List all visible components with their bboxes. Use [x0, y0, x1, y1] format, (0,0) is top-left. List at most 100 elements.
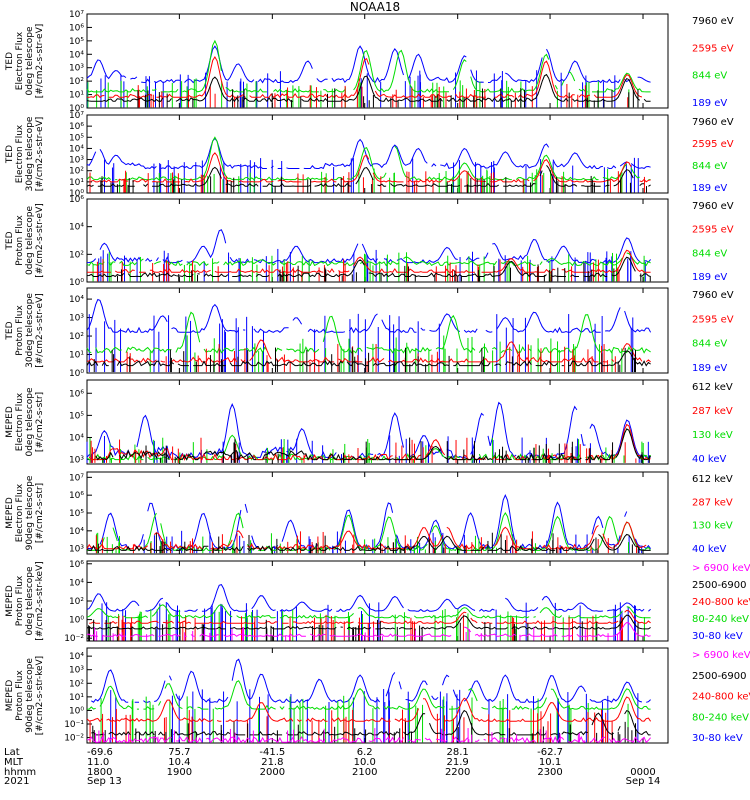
series-green [86, 311, 651, 354]
y-tick-label: 10⁵ [69, 37, 84, 47]
y-axis-label-line: MEPED [5, 497, 15, 529]
legend-entry: 30-80 keV [692, 631, 743, 642]
y-tick-label: 10⁰ [69, 369, 84, 379]
y-axis-label-line: MEPED [5, 406, 15, 438]
y-tick-label: 10⁶ [69, 491, 84, 501]
x-label-row: MLT [4, 757, 24, 768]
panel-frame [86, 471, 669, 555]
y-tick-label: 10⁰ [69, 278, 84, 288]
legend-entry: 7960 eV [692, 201, 734, 212]
y-axis-label-line: [#/cm2-s-str-eV] [35, 24, 45, 99]
legend-entry: 80-240 keV [692, 614, 749, 625]
x-label-row: hhmm [4, 767, 36, 778]
panel-frame [86, 198, 669, 283]
y-axis-label-line: [#/cm2-s-str-eV] [35, 117, 45, 192]
x-tick-label: 1900 [167, 767, 192, 778]
panel-frame [86, 287, 669, 374]
y-tick-label: 10⁴ [69, 50, 84, 60]
y-axis-label-line: [#/cm2-s-str-eV] [35, 293, 45, 368]
series-black [86, 533, 651, 552]
x-tick-label: -41.5 [259, 747, 285, 758]
y-axis-label: MEPED Proton Flux 0deg telescope [#/cm2-s-s… [5, 561, 45, 640]
x-label-row: Lat [4, 747, 20, 758]
y-tick-label: 10⁴ [69, 578, 84, 588]
y-tick-label: 10⁰ [69, 706, 84, 716]
legend-entry: 189 eV [692, 98, 727, 109]
y-axis-label-line: 30deg telescope [25, 116, 35, 191]
y-tick-label: 10² [69, 332, 84, 342]
panel-1: TED Electron Flux 0deg telescope [#/cm2-s-s… [5, 13, 669, 109]
legend-entry: 240-800 keV [692, 692, 750, 703]
y-tick-label: 10⁶ [69, 560, 84, 570]
series-green [86, 604, 651, 619]
y-axis-label-line: TED [5, 321, 15, 340]
y-tick-label: 10⁰ [69, 104, 84, 114]
y-tick-label: 10³ [69, 64, 84, 74]
y-axis-label-line: Proton Flux [15, 305, 25, 356]
y-tick-label: 10² [69, 597, 84, 607]
x-tick-label: 21.8 [261, 757, 283, 768]
x-tick-label: 10.4 [168, 757, 190, 768]
x-tick-label: 10.1 [539, 757, 561, 768]
y-axis-label: TED Proton Flux 0deg telescope [#/cm2-s-str… [5, 203, 45, 278]
legend-entry: 844 eV [692, 161, 727, 172]
x-tick-label: 21.9 [447, 757, 469, 768]
series-red [86, 696, 652, 723]
series-blue [86, 298, 652, 334]
y-tick-label: 10⁷ [69, 10, 84, 20]
y-tick-label: 10³ [69, 545, 84, 555]
legend-entry: 2595 eV [692, 225, 734, 236]
series-green [86, 252, 651, 267]
legend-entry: 2500-6900 [692, 580, 747, 591]
legend-entry: 80-240 keV [692, 712, 749, 723]
legend-entry: 844 eV [692, 339, 727, 350]
y-axis-label-line: [#/cm2-s-str] [35, 483, 45, 543]
x-tick-label: Sep 13 [87, 776, 122, 787]
series-green [87, 512, 652, 552]
y-tick-label: 10³ [69, 314, 84, 324]
x-tick-label: 2200 [445, 767, 470, 778]
legend-entry: 287 keV [692, 406, 733, 417]
y-axis-label: MEPED Proton Flux 90deg telescope [#/cm2-s-… [5, 656, 45, 735]
y-axis-label-line: 0deg telescope [25, 206, 35, 276]
legend-entry: 40 keV [692, 544, 726, 555]
x-tick-label: 11.0 [87, 757, 109, 768]
legend-entry: 612 keV [692, 474, 733, 485]
y-axis-label-line: 0deg telescope [25, 387, 35, 457]
y-tick-label: 10¹ [69, 693, 84, 703]
legend-entry: 189 eV [692, 183, 727, 194]
y-tick-label: 10³ [69, 456, 84, 466]
panel-5: MEPED Electron Flux 0deg telescope [#/cm2-s… [5, 379, 669, 465]
panel-frame [86, 13, 669, 109]
y-tick-label: 10³ [69, 156, 84, 166]
y-tick-label: 10⁵ [69, 509, 84, 519]
y-axis-label-line: TED [5, 52, 15, 71]
panel-frame [86, 379, 669, 465]
y-tick-label: 10⁵ [69, 133, 84, 143]
y-tick-label: 10⁻² [64, 734, 84, 744]
series-red [91, 152, 651, 183]
series-green [87, 680, 651, 710]
y-tick-label: 10⁶ [69, 23, 84, 33]
y-axis-label: MEPED Electron Flux 90deg telescope [#/cm2-… [5, 475, 45, 550]
panel-frame [86, 647, 669, 744]
legend-entry: 7960 eV [692, 117, 734, 128]
series-blue [91, 658, 651, 704]
legend-entry: 30-80 keV [692, 733, 743, 744]
y-tick-label: 10⁴ [69, 527, 84, 537]
legend-entry: > 6900 keV [692, 563, 750, 574]
y-tick-label: 10¹ [69, 91, 84, 101]
y-axis-label: TED Electron Flux 0deg telescope [#/cm2-s-s… [5, 24, 45, 99]
y-tick-label: 10¹ [69, 178, 84, 188]
x-tick-label: 28.1 [447, 747, 469, 758]
y-tick-label: 10⁶ [69, 122, 84, 132]
series-black [86, 256, 651, 278]
y-axis-label: MEPED Electron Flux 0deg telescope [#/cm2-s… [5, 387, 45, 457]
x-label-row: 2021 [4, 776, 29, 787]
y-tick-label: 10² [69, 77, 84, 87]
x-tick-label: -62.7 [537, 747, 563, 758]
y-tick-label: 10⁴ [69, 295, 84, 305]
legend-entry: 189 eV [692, 272, 727, 283]
y-axis-label-line: Electron Flux [15, 31, 25, 90]
panel-frame [86, 114, 669, 194]
